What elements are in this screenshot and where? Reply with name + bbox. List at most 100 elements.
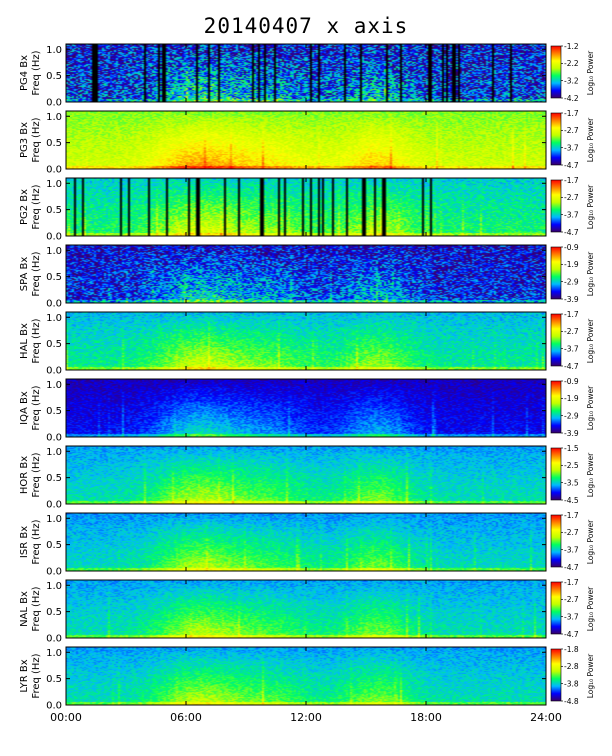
colorbar-tick-label: -4.7 (564, 228, 579, 237)
y-tick-label: 1.0 (46, 648, 62, 659)
y-tick-label: 1.0 (46, 179, 62, 190)
y-axis-unit-label: Freq (Hz) (31, 385, 42, 430)
y-tick-label: 0.5 (46, 674, 62, 685)
colorbar-label: Log₁₀ Power (586, 184, 595, 229)
y-axis-station-label: ISR Bx (19, 526, 30, 558)
spectrogram-image (66, 513, 546, 571)
spectrogram-image (66, 44, 546, 102)
y-axis-unit-label: Freq (Hz) (31, 318, 42, 363)
colorbar-tick-label: -3.7 (564, 545, 579, 554)
y-axis-unit-label: Freq (Hz) (31, 452, 42, 497)
colorbar-tick-label: -3.5 (564, 478, 579, 487)
y-tick-label: 1.0 (46, 45, 62, 56)
y-tick-label: 0.0 (46, 366, 62, 377)
colorbar-label: Log₁₀ Power (586, 50, 595, 95)
y-tick-label: 1.0 (46, 313, 62, 324)
colorbar-tick-label: -2.9 (564, 411, 579, 420)
y-tick-label: 0.0 (46, 634, 62, 645)
colorbar-tick-label: -4.7 (564, 161, 579, 170)
y-axis-station-label: NAL Bx (19, 591, 30, 627)
y-axis-station-label: PG4 Bx (19, 55, 30, 91)
colorbar-tick-label: -1.7 (564, 578, 579, 587)
spectrogram-panel: 0.0 0.5 1.0 ISR Bx Freq (Hz) -1.7 -2.7 -3.7 -4.7… (19, 511, 595, 578)
colorbar-label: Log₁₀ Power (586, 385, 595, 430)
y-tick-label: 1.0 (46, 581, 62, 592)
y-tick-label: 0.5 (46, 138, 62, 149)
colorbar-tick-label: -1.8 (564, 645, 579, 654)
spectrogram-panel: 0.0 0.5 1.0 PG3 Bx Freq (Hz) -1.7 -2.7 -3.7 -4.7… (19, 109, 595, 176)
colorbar-label: Log₁₀ Power (586, 653, 595, 698)
colorbar-tick-label: -2.5 (564, 461, 579, 470)
colorbar (550, 581, 562, 635)
colorbar-tick-label: -3.9 (564, 429, 579, 438)
y-tick-label: 0.0 (46, 232, 62, 243)
y-axis-station-label: LYR Bx (19, 659, 30, 692)
y-axis-station-label: IQA Bx (19, 391, 30, 425)
colorbar (550, 112, 562, 166)
y-tick-label: 0.5 (46, 272, 62, 283)
colorbar-tick-label: -2.7 (564, 126, 579, 135)
colorbar (550, 514, 562, 568)
chart-title: 20140407 x axis (203, 14, 409, 38)
y-tick-label: 0.0 (46, 165, 62, 176)
x-tick-label: 06:00 (170, 711, 202, 724)
spectrogram-panel: 0.0 0.5 1.0 NAL Bx Freq (Hz) -1.7 -2.7 -3.7 -4.7… (19, 578, 595, 645)
colorbar-tick-label: -0.9 (564, 377, 579, 386)
colorbar-tick-label: -4.2 (564, 94, 579, 103)
y-axis-unit-label: Freq (Hz) (31, 251, 42, 296)
y-tick-label: 0.5 (46, 607, 62, 618)
colorbar (550, 648, 562, 702)
y-tick-label: 0.0 (46, 98, 62, 109)
colorbar-tick-label: -4.5 (564, 496, 579, 505)
colorbar-tick-label: -2.7 (564, 193, 579, 202)
colorbar-tick-label: -0.9 (564, 243, 579, 252)
spectrogram-panel: 0.0 0.5 1.0 LYR Bx Freq (Hz) -1.8 -2.8 -3.8 -4.8… (19, 645, 595, 712)
y-tick-label: 0.5 (46, 71, 62, 82)
colorbar-tick-label: -4.7 (564, 630, 579, 639)
spectrogram-panel: 0.0 0.5 1.0 HOR Bx Freq (Hz) -1.5 -2.5 -3.5 -4.5… (19, 444, 595, 511)
y-tick-label: 0.0 (46, 433, 62, 444)
y-tick-label: 0.5 (46, 540, 62, 551)
y-axis-station-label: PG3 Bx (19, 122, 30, 158)
y-tick-label: 1.0 (46, 246, 62, 257)
colorbar-tick-label: -3.7 (564, 143, 579, 152)
y-axis-unit-label: Freq (Hz) (31, 50, 42, 95)
colorbar-tick-label: -2.9 (564, 277, 579, 286)
colorbar-tick-label: -1.7 (564, 310, 579, 319)
y-tick-label: 0.0 (46, 299, 62, 310)
colorbar-tick-label: -3.7 (564, 210, 579, 219)
colorbar-tick-label: -4.7 (564, 362, 579, 371)
spectrogram-panel: 0.0 0.5 1.0 IQA Bx Freq (Hz) -0.9 -1.9 -2.9 -3.9… (19, 377, 595, 444)
colorbar-label: Log₁₀ Power (586, 586, 595, 631)
y-axis-station-label: SPA Bx (19, 257, 30, 292)
colorbar (550, 45, 562, 99)
y-tick-label: 1.0 (46, 514, 62, 525)
spectrogram-image (66, 312, 546, 370)
colorbar (550, 179, 562, 233)
colorbar-tick-label: -1.9 (564, 260, 579, 269)
spectrogram-image (66, 111, 546, 169)
y-tick-label: 0.5 (46, 205, 62, 216)
y-tick-label: 0.0 (46, 701, 62, 712)
y-axis-station-label: HAL Bx (19, 323, 30, 359)
spectrogram-panel: 0.0 0.5 1.0 PG2 Bx Freq (Hz) -1.7 -2.7 -3.7 -4.7… (19, 176, 595, 243)
spectrogram-image (66, 379, 546, 437)
y-tick-label: 0.5 (46, 339, 62, 350)
y-tick-label: 0.5 (46, 473, 62, 484)
colorbar-tick-label: -3.7 (564, 612, 579, 621)
colorbar-tick-label: -2.7 (564, 595, 579, 604)
colorbar-tick-label: -2.2 (564, 59, 579, 68)
colorbar-tick-label: -2.8 (564, 662, 579, 671)
spectrogram-image (66, 245, 546, 303)
colorbar-tick-label: -4.7 (564, 563, 579, 572)
colorbar-label: Log₁₀ Power (586, 251, 595, 296)
colorbar-tick-label: -3.9 (564, 295, 579, 304)
y-tick-label: 0.5 (46, 406, 62, 417)
colorbar-label: Log₁₀ Power (586, 519, 595, 564)
y-tick-label: 1.0 (46, 380, 62, 391)
spectrogram-panel: 0.0 0.5 1.0 HAL Bx Freq (Hz) -1.7 -2.7 -3.7 -4.7… (19, 310, 595, 377)
colorbar (550, 447, 562, 501)
y-axis-station-label: PG2 Bx (19, 189, 30, 225)
spectrogram-image (66, 446, 546, 504)
